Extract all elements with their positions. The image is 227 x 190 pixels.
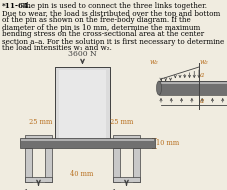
Text: section a–a. For the solution it is first necessary to determine: section a–a. For the solution it is firs…	[2, 37, 223, 45]
Bar	[25, 135, 52, 143]
Text: w₂: w₂	[149, 58, 157, 66]
Text: 25 mm: 25 mm	[110, 118, 133, 126]
Text: 10 mm: 10 mm	[155, 139, 178, 147]
Text: 1800 N: 1800 N	[112, 189, 140, 190]
Text: w₂: w₂	[199, 58, 208, 66]
Text: 1800 N: 1800 N	[24, 189, 53, 190]
Bar	[158, 81, 227, 95]
Bar	[25, 177, 52, 182]
Text: 25 mm: 25 mm	[29, 118, 52, 126]
Bar	[20, 138, 154, 148]
Text: of the pin as shown on the free-body diagram. If the: of the pin as shown on the free-body dia…	[2, 17, 190, 25]
Bar	[55, 67, 109, 143]
Bar	[113, 148, 119, 182]
Ellipse shape	[156, 81, 161, 95]
Bar	[113, 177, 139, 182]
Text: 3600 N: 3600 N	[68, 50, 96, 58]
Bar	[25, 148, 32, 182]
Text: a: a	[199, 97, 203, 105]
Text: a: a	[199, 71, 203, 79]
Text: *11-64.: *11-64.	[2, 2, 31, 10]
Bar	[158, 82, 227, 84]
Bar	[55, 67, 109, 143]
Bar	[21, 139, 153, 141]
Text: The pin is used to connect the three links together.: The pin is used to connect the three lin…	[17, 2, 206, 10]
Bar	[132, 148, 139, 182]
Text: diameter of the pin is 10 mm, determine the maximum: diameter of the pin is 10 mm, determine …	[2, 24, 199, 32]
Text: Due to wear, the load is distributed over the top and bottom: Due to wear, the load is distributed ove…	[2, 10, 219, 17]
Bar	[113, 135, 139, 143]
Text: the load intensities w₁ and w₂.: the load intensities w₁ and w₂.	[2, 44, 111, 52]
Text: bending stress on the cross-sectional area at the center: bending stress on the cross-sectional ar…	[2, 31, 203, 39]
Bar	[45, 148, 52, 182]
Text: 40 mm: 40 mm	[70, 170, 93, 178]
Bar	[59, 70, 106, 140]
